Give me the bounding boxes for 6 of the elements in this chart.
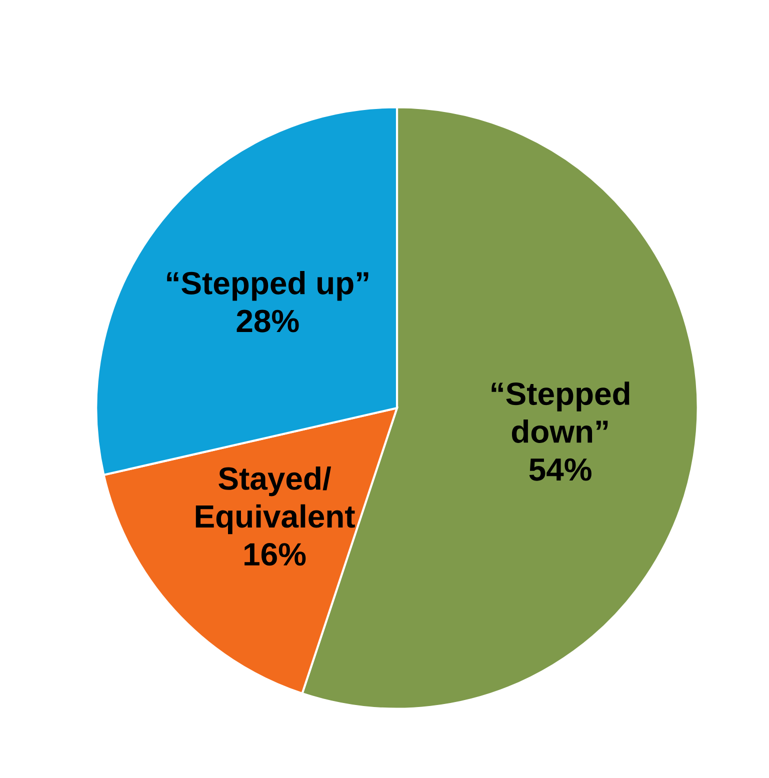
data-label: 28% bbox=[236, 310, 299, 332]
data-label: 54% bbox=[529, 458, 592, 481]
slice-label: “Stepped down” bbox=[492, 382, 630, 443]
data-label: 16% bbox=[244, 543, 306, 566]
slice-label: Stayed/ Equivalent bbox=[196, 466, 355, 534]
slice-label: “Stepped up” bbox=[167, 271, 368, 301]
